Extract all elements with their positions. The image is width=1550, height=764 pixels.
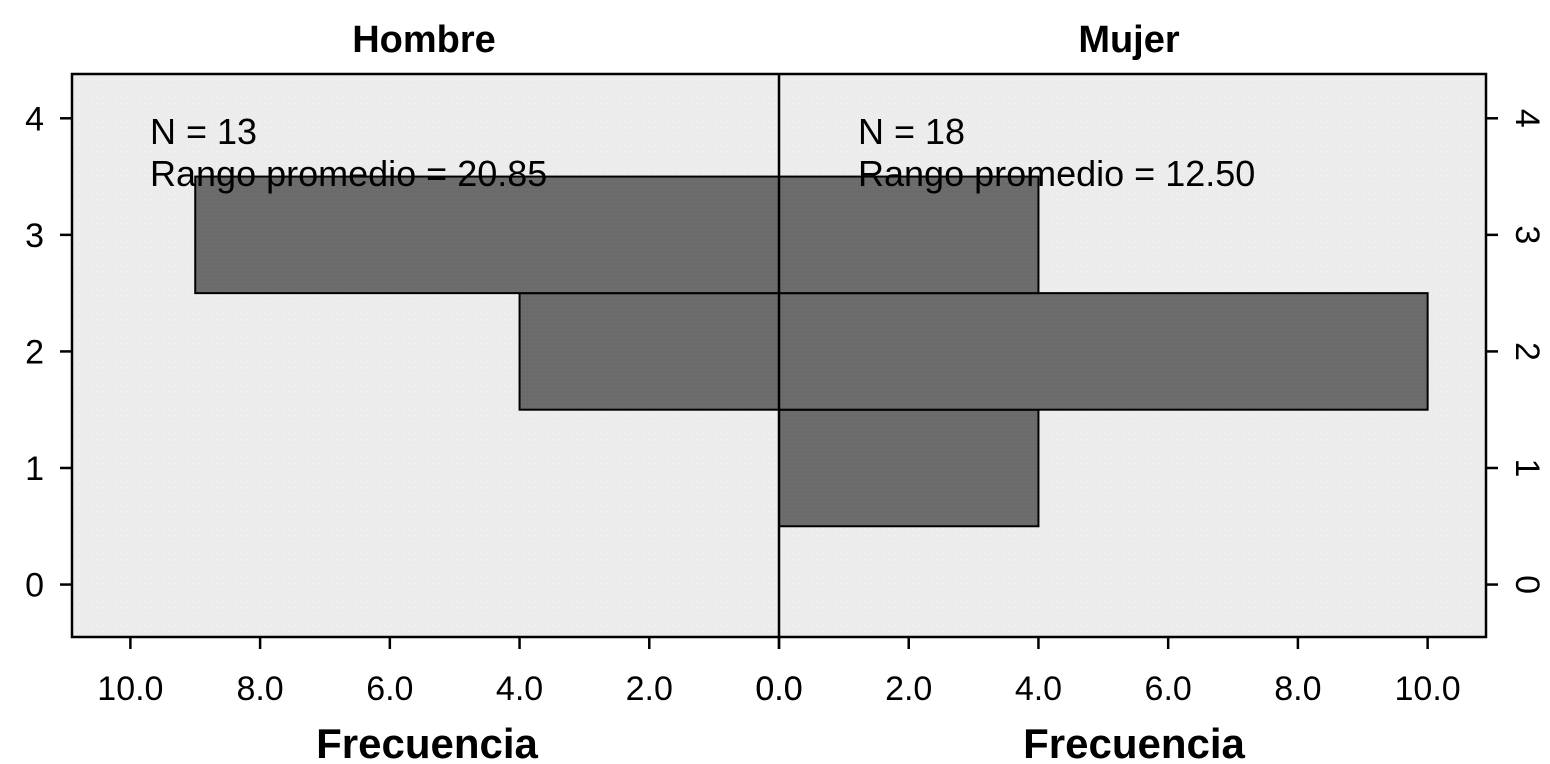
bar-hombre-2 [518, 292, 781, 411]
x-tick-label-right-8.0: 8.0 [1274, 670, 1321, 708]
annotation-rank-mujer: Rango promedio = 12.50 [858, 153, 1255, 194]
x-tick-label-right-6.0: 6.0 [1145, 670, 1192, 708]
y-tick-label-left-1: 1 [25, 450, 44, 488]
y-tick-label-right-1: 1 [1508, 459, 1546, 478]
x-tick-label-left-2.0: 2.0 [626, 670, 673, 708]
panel-title-mujer: Mujer [1078, 19, 1180, 61]
annotation-n-hombre: N = 13 [150, 111, 257, 152]
y-axis-right: 0 1 2 3 4 [1486, 109, 1546, 594]
bar-mujer-3 [778, 175, 1040, 295]
x-axis-right: 0.0 2.0 4.0 6.0 8.0 10.0 [755, 637, 1461, 708]
y-tick-label-left-3: 3 [25, 217, 44, 255]
x-tick-label-left-6.0: 6.0 [366, 670, 413, 708]
x-tick-label-left-0.0: 0.0 [755, 670, 802, 708]
y-tick-label-right-2: 2 [1508, 342, 1546, 361]
x-tick-label-right-2.0: 2.0 [885, 670, 932, 708]
bar-mujer-1 [778, 408, 1040, 528]
annotation-n-mujer: N = 18 [858, 111, 965, 152]
x-tick-label-right-0.0: 0.0 [755, 670, 802, 708]
y-tick-label-right-4: 4 [1508, 109, 1546, 128]
x-tick-label-left-10.0: 10.0 [97, 670, 163, 708]
bar-hombre-3 [194, 175, 780, 295]
x-tick-label-left-8.0: 8.0 [236, 670, 283, 708]
x-axis-left: 10.0 8.0 6.0 4.0 2.0 0.0 [97, 637, 803, 708]
x-tick-label-right-10.0: 10.0 [1395, 670, 1461, 708]
y-axis-left: 0 1 2 3 4 [25, 100, 72, 605]
x-tick-label-left-4.0: 4.0 [496, 670, 543, 708]
x-axis-title-left: Frecuencia [316, 720, 538, 764]
y-tick-label-right-0: 0 [1508, 575, 1546, 594]
y-tick-label-right-3: 3 [1508, 225, 1546, 244]
y-tick-label-left-0: 0 [25, 567, 44, 605]
bar-mujer-2 [778, 292, 1429, 411]
y-tick-label-left-2: 2 [25, 333, 44, 371]
bars-mujer [778, 175, 1429, 528]
panel-title-hombre: Hombre [352, 19, 496, 61]
annotation-rank-hombre: Rango promedio = 20.85 [150, 153, 547, 194]
x-axis-title-right: Frecuencia [1023, 720, 1245, 764]
y-tick-label-left-4: 4 [25, 100, 44, 138]
x-tick-label-right-4.0: 4.0 [1015, 670, 1062, 708]
